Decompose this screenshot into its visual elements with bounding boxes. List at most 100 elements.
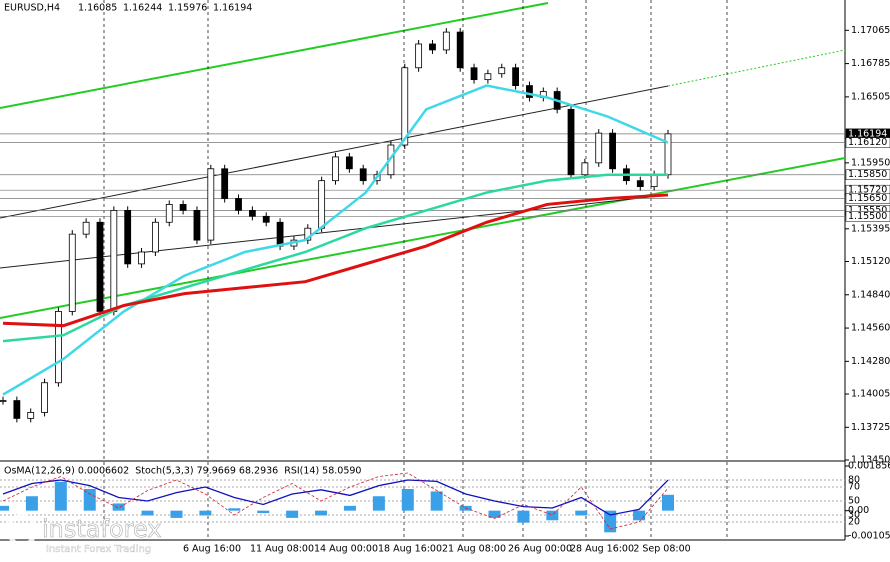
candle-body — [41, 382, 48, 413]
x-tick-label: 6 Aug 16:00 — [183, 544, 241, 555]
osma-bar — [343, 505, 356, 511]
osma-tick-label: -0.001053 — [848, 531, 890, 542]
osma-tick-label: 0.0018565 — [848, 461, 890, 472]
osma-bar — [604, 510, 617, 533]
ohlc-value: 1.15976 — [168, 3, 207, 14]
symbol: EURUSD,H4 — [4, 3, 60, 14]
y-tick-label: 1.14560 — [851, 323, 890, 334]
ohlc-value: 1.16194 — [213, 3, 252, 14]
x-tick-label: 11 Aug 08:00 — [250, 544, 314, 555]
candle-body — [512, 67, 520, 86]
ohlc-value: 1.16085 — [78, 3, 117, 14]
osma-bar — [257, 510, 270, 514]
level-label: 1.16120 — [848, 137, 887, 148]
osma-bar — [430, 491, 443, 511]
level-label: 1.15720 — [848, 185, 887, 196]
candle-body — [456, 31, 464, 69]
candle-body — [595, 132, 603, 164]
y-tick-label: 1.13450 — [851, 455, 890, 466]
osma-bar — [286, 510, 299, 518]
candle-body — [124, 209, 132, 265]
candle-body — [276, 221, 284, 247]
osma-bar — [54, 481, 67, 511]
candle-body — [55, 311, 62, 384]
level-label: 1.15500 — [848, 211, 887, 222]
y-tick-label: 1.16505 — [851, 91, 890, 102]
candle-body — [262, 215, 270, 223]
candle-body — [235, 198, 242, 211]
osc-tick-label: 20 — [848, 517, 860, 528]
candle-body — [318, 180, 326, 229]
candle-body — [484, 73, 492, 81]
watermark-title: instaforex — [42, 515, 162, 543]
x-tick-label: 14 Aug 00:00 — [314, 544, 378, 555]
ohlc-value: 1.16244 — [123, 3, 162, 14]
x-tick-label: 21 Aug 08:00 — [442, 544, 506, 555]
oscillator-line — [2, 472, 669, 530]
y-tick-label: 1.15950 — [851, 157, 890, 168]
osma-bar — [25, 496, 38, 511]
osma-bar — [401, 489, 414, 511]
y-tick-label: 1.16785 — [851, 58, 890, 69]
candle-body — [415, 43, 423, 69]
osc-tick-label: 30 — [848, 510, 860, 521]
level-label: 1.15550 — [848, 205, 887, 216]
osc-tick-label: 50 — [848, 496, 860, 507]
candle-body — [498, 67, 506, 75]
y-tick-label: 1.15120 — [851, 256, 890, 267]
candle-body — [581, 162, 589, 176]
level-label-bg — [845, 169, 890, 180]
candle-body — [68, 233, 76, 312]
y-tick-label: 1.15395 — [851, 223, 890, 234]
osma-bar — [0, 505, 9, 511]
osma-bar — [112, 503, 125, 511]
candle-body — [248, 209, 256, 217]
osma-bar — [662, 494, 674, 511]
osma-bar — [488, 510, 501, 518]
candle-body — [650, 174, 658, 188]
moving-average — [2, 193, 669, 328]
osma-bar — [372, 496, 385, 511]
candle-body — [193, 209, 201, 241]
ohlc-header: 1.16085 1.16244 1.15976 1.16194 — [78, 3, 252, 14]
candle-body — [359, 168, 367, 182]
candle-body — [151, 221, 159, 253]
osma-bar — [633, 510, 646, 521]
osma-bar — [83, 489, 96, 511]
y-tick-label: 1.14840 — [851, 289, 890, 300]
level-label-bg — [845, 211, 890, 222]
moving-average — [2, 84, 669, 396]
candle-body — [304, 227, 312, 241]
candle-body — [138, 251, 145, 265]
osma-bar — [170, 510, 183, 518]
candle-body — [345, 156, 353, 170]
level-label-bg — [845, 137, 890, 148]
candle-body — [442, 31, 450, 51]
candle-body — [664, 133, 672, 176]
candle-body — [96, 221, 104, 312]
candle-body — [0, 400, 7, 402]
osc-tick-label: 80 — [848, 475, 860, 486]
candle-body — [27, 412, 35, 419]
candle-body — [609, 132, 616, 170]
osma-bar — [315, 510, 328, 516]
x-tick-label: 28 Aug 16:00 — [570, 544, 634, 555]
logo — [6, 514, 38, 546]
oscillator-line — [2, 479, 669, 516]
osma-bar — [141, 510, 154, 516]
osma-bar — [199, 510, 212, 516]
osma-tick-label: 0.00 — [848, 505, 869, 516]
candle-body — [429, 43, 436, 51]
level-label: 1.16194 — [848, 128, 887, 139]
watermark: instaforex Instant Forex Trading — [6, 514, 162, 555]
x-tick-label: 2 Sep 08:00 — [633, 544, 690, 555]
indicator-label: RSI(14) 58.0590 — [284, 466, 361, 477]
candle-body — [82, 221, 90, 235]
candle-body — [110, 209, 118, 312]
candle-body — [470, 67, 478, 81]
indicator-label: Stoch(5,3,3) 79.9669 68.2936 — [135, 466, 278, 477]
channel-line — [0, 2, 549, 109]
candle-body — [165, 204, 173, 223]
